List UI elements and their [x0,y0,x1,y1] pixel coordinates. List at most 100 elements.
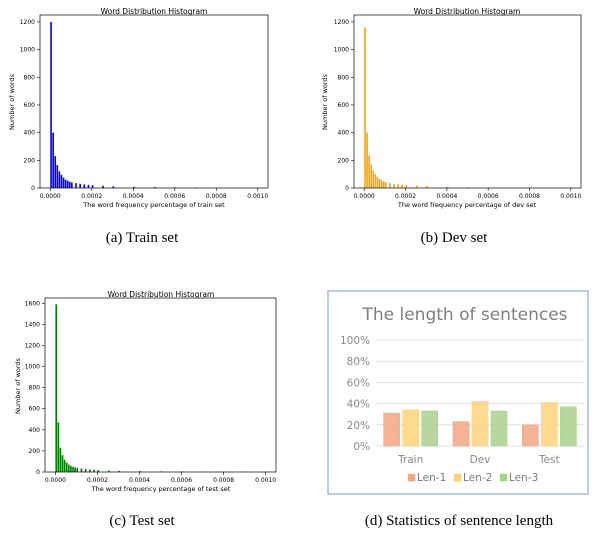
legend: Len-1 Len-2 Len-3 [407,472,538,484]
histogram-bar [80,468,83,472]
y-tick-label: 0 [36,469,40,476]
figure-caption: (a) Train set [106,230,179,246]
histogram-bar [66,180,69,188]
y-tick-label: 400 [29,427,41,434]
legend-swatch [407,473,416,482]
y-tick-label: 1000 [20,47,35,54]
y-tick-label: 1600 [25,300,40,307]
histogram-bar [133,186,135,188]
x-tick-label: Dev [470,454,491,466]
bar-len-3 [560,406,577,447]
x-tick-label: 0.0004 [129,477,150,484]
histogram-bar [63,459,66,472]
bar-len-1 [383,412,400,447]
histogram-bar [55,304,58,472]
chart-title: Word Distribution Histogram [108,290,215,299]
figure-caption: (d) Statistics of sentence length [365,513,554,529]
y-axis-label: Number of words [8,73,16,129]
x-tick-label: 0.0006 [478,193,499,200]
y-tick-label: 20% [347,420,370,432]
histogram-bar [415,185,418,188]
histogram-bar [426,186,428,188]
histogram-bar [87,184,90,188]
histogram-bar [364,27,366,189]
axis-ticks: 0.0000 0.0002 0.0004 0.0006 0.0008 0.0010 0 200… [25,297,277,484]
histogram-bar [397,184,399,188]
histogram-bar [393,183,395,188]
histogram-bar [75,183,77,188]
legend-swatch [453,473,462,482]
chart-title: The length of sentences [361,305,567,325]
legend-label: Len-1 [417,472,446,484]
x-tick-label: 0.0010 [255,477,276,484]
chart-border [327,290,589,495]
histogram-bar [93,469,95,472]
bar-len-2 [402,409,419,447]
histogram-bar [139,471,142,472]
x-tick-label: 0.0000 [354,193,375,200]
y-tick-label: 400 [338,130,350,137]
y-tick-label: 200 [338,157,350,164]
x-axis-label: The word frequency percentage of test se… [91,485,231,493]
figure-caption: (c) Test set [109,513,175,529]
x-tick-label: 0.0004 [436,193,457,200]
sentence-length-chart: The length of sentences 0% 20% 40% 60% 80% 10… [327,290,589,529]
histogram-bar [107,470,110,472]
x-tick-label: 0.0002 [395,193,416,200]
histogram-bar [65,462,68,472]
histogram-bar [376,176,379,188]
chart-title: Word Distribution Histogram [101,7,208,16]
histogram-train: Word Distribution Histogram The word fre… [8,7,268,246]
bar-len-1 [522,424,539,447]
histogram-bar [52,132,54,188]
histogram-bars [50,21,260,189]
x-tick-label: 0.0010 [247,193,268,200]
histogram-bar [382,181,385,188]
x-tick-label: 0.0000 [40,193,61,200]
y-tick-label: 200 [29,448,41,455]
histogram-bar [71,182,73,188]
histogram-bar [374,174,377,188]
y-tick-label: 80% [347,356,370,368]
y-tick-label: 400 [24,130,36,137]
histogram-bar [366,132,368,188]
y-tick-label: 60% [347,377,370,389]
plot-frame [44,297,277,473]
histogram-bar [112,186,115,188]
y-axis-label: Number of words [14,357,22,413]
histogram-bar [378,179,381,188]
histogram-test: Word Distribution Histogram The word fre… [14,290,277,529]
histogram-bar [389,183,391,188]
x-axis-label: The word frequency percentage of dev set [397,201,537,209]
y-tick-label: 0% [353,441,370,453]
x-tick-label: Test [538,454,560,466]
y-tick-label: 1200 [25,342,40,349]
x-axis-label: The word frequency percentage of train s… [82,201,225,209]
y-tick-label: 0 [345,185,349,192]
bar-marks [383,401,577,447]
x-tick-label: Train [397,454,423,466]
histogram-bar [68,464,70,472]
axis-ticks: 0.0000 0.0002 0.0004 0.0006 0.0008 0.0010 0 200… [20,14,268,200]
x-tick-label: 0.0008 [213,477,234,484]
axis-ticks: 0% 20% 40% 60% 80% 100% Train Dev Test [340,335,560,466]
x-tick-label: 0.0000 [45,477,66,484]
histogram-bar [57,422,60,472]
histogram-bar [154,187,156,188]
bar-len-2 [541,402,558,447]
histogram-bar [76,467,79,472]
histogram-bar [79,183,81,188]
histogram-bar [70,465,72,472]
histogram-bar [59,447,62,472]
bar-len-3 [421,410,438,447]
y-tick-label: 200 [24,157,36,164]
histogram-bar [380,180,383,188]
histogram-bar [84,469,87,472]
x-tick-label: 0.0002 [87,477,108,484]
x-tick-label: 0.0002 [81,193,102,200]
bar-len-3 [490,410,508,447]
y-tick-label: 800 [24,74,36,81]
y-axis-label: Number of words [321,73,329,129]
y-tick-label: 100% [340,335,370,347]
